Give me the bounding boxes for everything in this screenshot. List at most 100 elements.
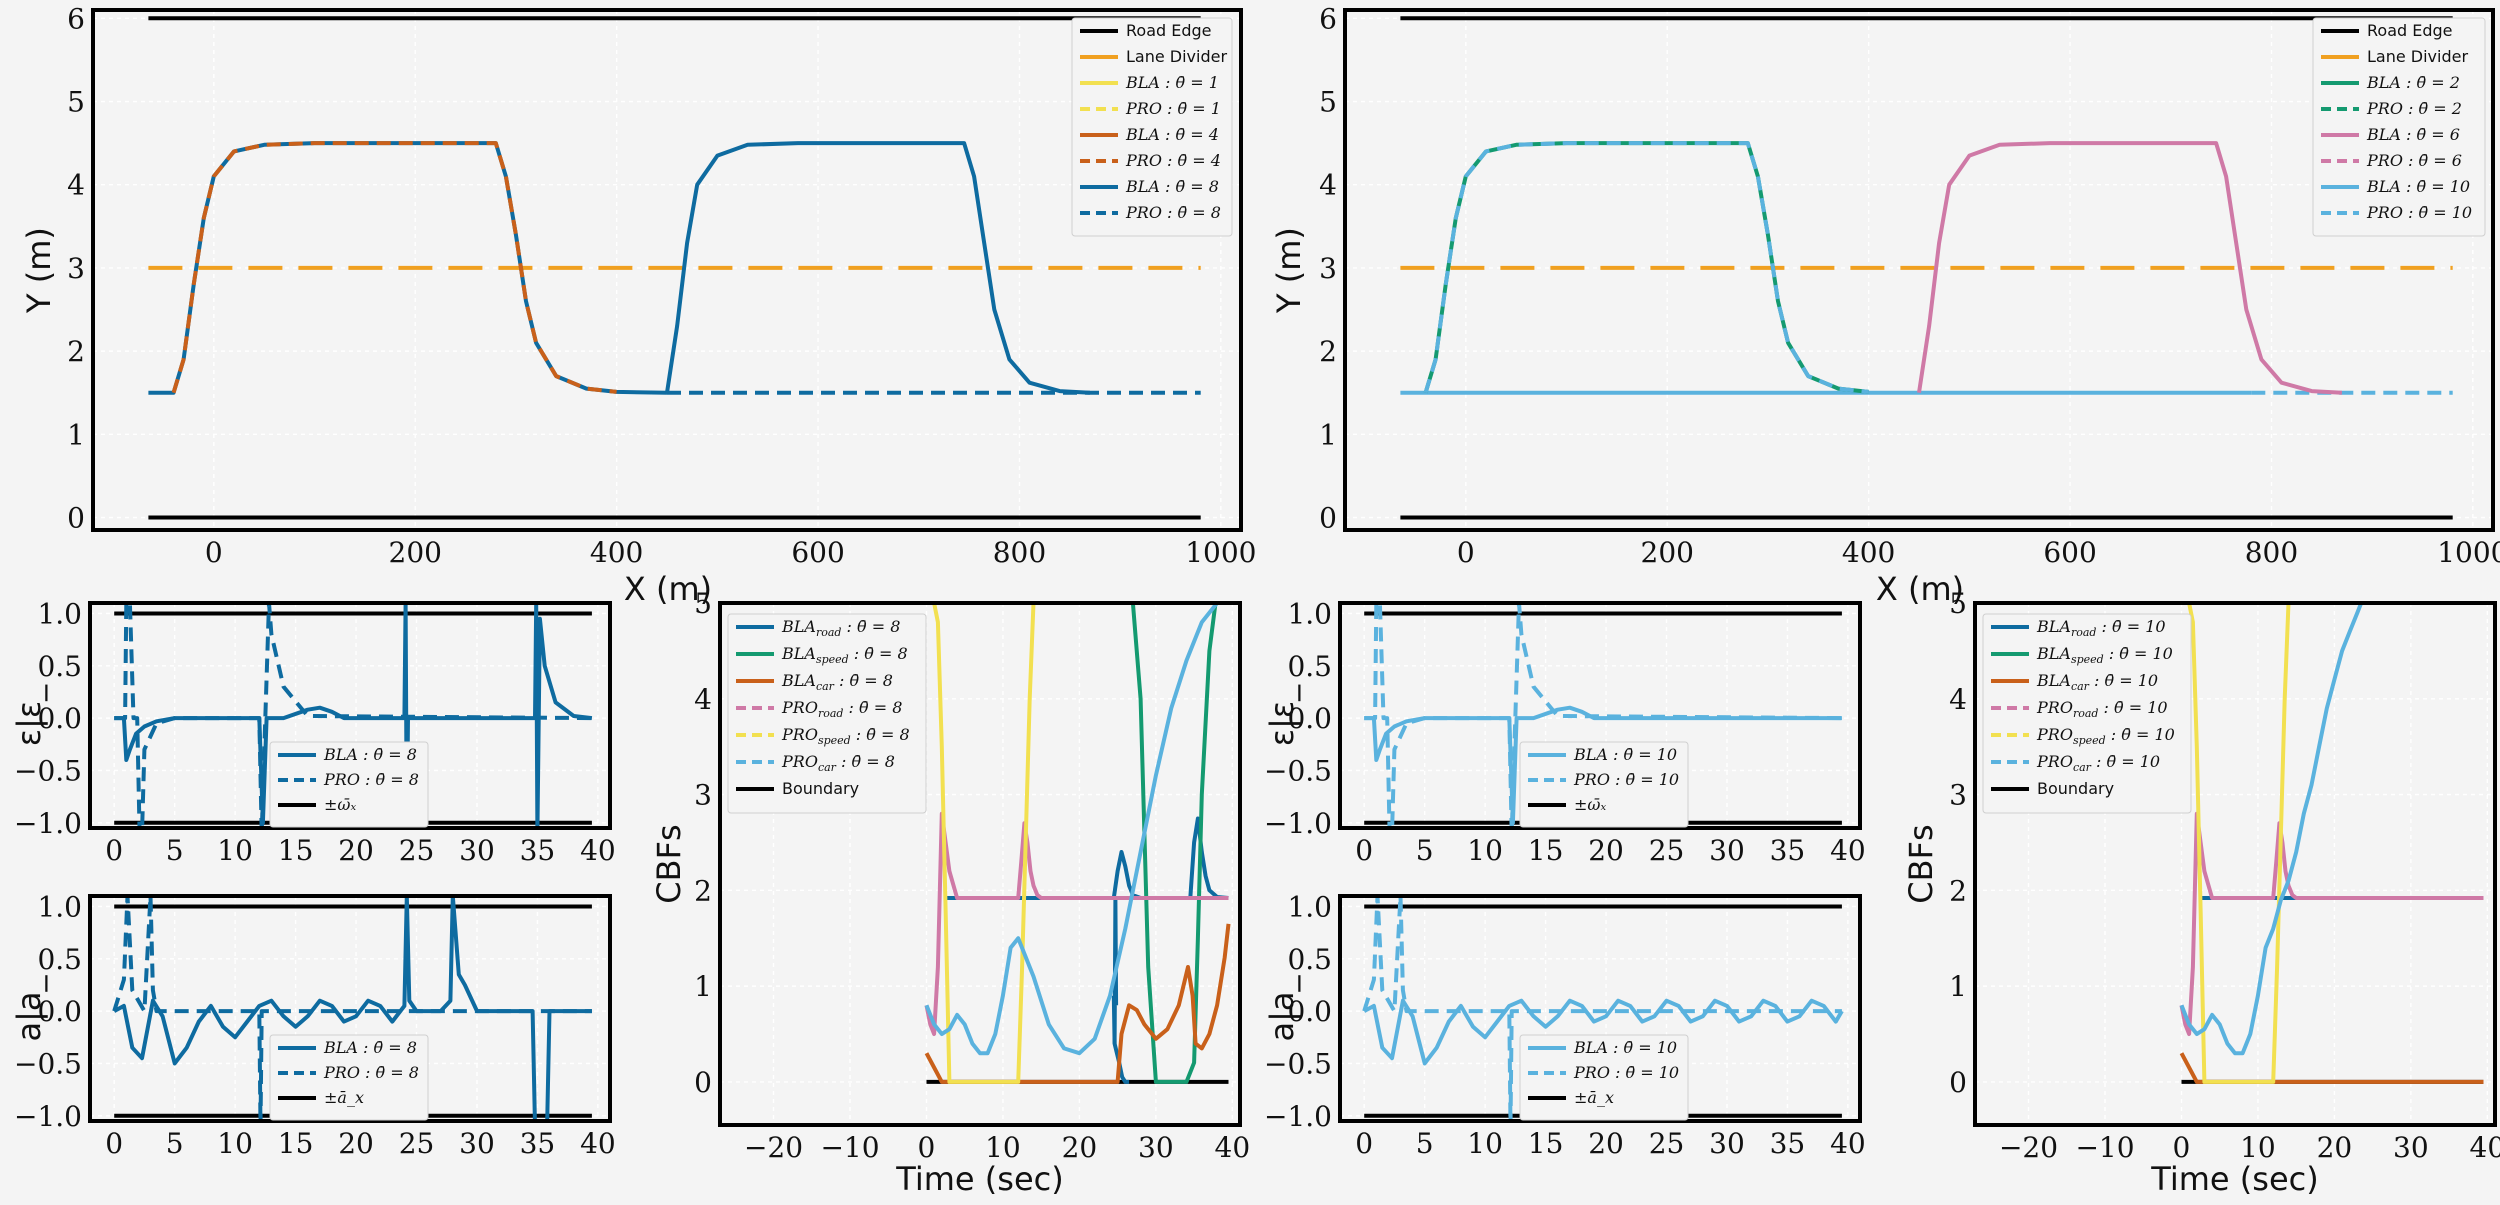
axes-frame bbox=[88, 601, 612, 830]
x-tick-label: 35 bbox=[520, 834, 556, 867]
series-line bbox=[932, 603, 1036, 1084]
x-tick-label: 40 bbox=[580, 1127, 616, 1160]
y-tick-label: 0.0 bbox=[37, 995, 82, 1028]
plot-area bbox=[1345, 10, 2493, 530]
legend-label: BLA : θ̄ = 10 bbox=[1573, 745, 1677, 764]
y-tick-label: 2 bbox=[67, 335, 85, 368]
y-tick-label: 4 bbox=[1949, 683, 1967, 716]
series-line bbox=[2179, 603, 2364, 1056]
chart-traj-right: 0 200 400 600 800 1000 0 1 2 3 4 5 6 X (m) Y (m) Road E… bbox=[1270, 2, 2500, 608]
legend-label: PRO : θ̄ = 8 bbox=[1125, 203, 1221, 222]
y-tick-label: 4 bbox=[694, 683, 712, 716]
legend-label: BLA : θ̄ = 10 bbox=[2366, 177, 2470, 196]
axes-frame bbox=[718, 601, 1242, 1127]
chart-traj-left: 0 200 400 600 800 1000 0 1 2 3 4 5 6 X (m) Y (m) Road E… bbox=[20, 2, 1256, 608]
y-tick-label: −0.5 bbox=[1264, 754, 1332, 787]
y-tick-label: 0 bbox=[67, 502, 85, 535]
legend-label: PROcar : θ̄ = 10 bbox=[2036, 752, 2160, 774]
x-tick-label: −20 bbox=[744, 1131, 803, 1164]
plot-area bbox=[93, 10, 1241, 530]
y-tick-label: 1.0 bbox=[37, 597, 82, 630]
y-tick-label: 5 bbox=[1319, 86, 1337, 119]
x-tick-label: 0 bbox=[1355, 1127, 1373, 1160]
y-tick-label: 0.0 bbox=[1287, 702, 1332, 735]
x-tick-label: 5 bbox=[1416, 834, 1434, 867]
x-axis-label: Time (sec) bbox=[895, 1160, 1063, 1198]
x-tick-label: 10 bbox=[217, 1127, 253, 1160]
x-tick-label: 30 bbox=[1709, 834, 1745, 867]
legend-label: PRO : θ̄ = 1 bbox=[1125, 99, 1221, 118]
legend-label: BLAspeed : θ̄ = 8 bbox=[781, 644, 908, 666]
legend-label: PRO : θ̄ = 4 bbox=[1125, 151, 1221, 170]
y-axis-label: Y (m) bbox=[20, 227, 58, 314]
legend: BLA : θ̄ = 8 PRO : θ̄ = 8 ±ā_x bbox=[269, 1034, 429, 1121]
y-tick-label: 1 bbox=[694, 970, 712, 1003]
chart-cbf-right: −20 −10 0 10 20 30 40 0 1 2 3 4 5 Time (sec) CBFs BLAro… bbox=[1902, 587, 2500, 1198]
y-tick-label: 3 bbox=[694, 779, 712, 812]
y-tick-label: 1 bbox=[1949, 970, 1967, 1003]
x-tick-label: 35 bbox=[1770, 834, 1806, 867]
y-tick-label: −0.5 bbox=[1264, 1047, 1332, 1080]
x-tick-label: 40 bbox=[1830, 1127, 1866, 1160]
legend-label: ±ω̄ₓ bbox=[1574, 795, 1606, 814]
y-tick-label: 3 bbox=[1949, 779, 1967, 812]
x-tick-label: 800 bbox=[2245, 536, 2298, 569]
x-tick-label: 40 bbox=[1215, 1131, 1251, 1164]
y-tick-label: 2 bbox=[1949, 874, 1967, 907]
legend: BLAroad : θ̄ = 8 BLAspeed : θ̄ = 8 BLAcar … bbox=[727, 613, 927, 814]
series-line bbox=[1364, 705, 1842, 825]
legend-label: BLA : θ̄ = 8 bbox=[1125, 177, 1219, 196]
x-tick-label: 800 bbox=[993, 536, 1046, 569]
x-tick-label: 1000 bbox=[2437, 536, 2500, 569]
x-axis-label: X (m) bbox=[1876, 570, 1964, 608]
x-tick-label: 0 bbox=[918, 1131, 936, 1164]
x-tick-label: 10 bbox=[2240, 1131, 2276, 1164]
x-tick-label: 40 bbox=[2470, 1131, 2500, 1164]
legend-label: BLA : θ̄ = 8 bbox=[323, 745, 417, 764]
x-tick-label: 0 bbox=[105, 834, 123, 867]
x-tick-label: 30 bbox=[2393, 1131, 2429, 1164]
x-tick-label: 5 bbox=[1416, 1127, 1434, 1160]
legend: BLA : θ̄ = 8 PRO : θ̄ = 8 ±ω̄ₓ bbox=[269, 741, 429, 828]
x-tick-label: 10 bbox=[1467, 1127, 1503, 1160]
y-tick-label: −1.0 bbox=[1264, 807, 1332, 840]
y-tick-label: 0.5 bbox=[37, 650, 82, 683]
series-line bbox=[2179, 811, 2484, 1036]
x-tick-label: 40 bbox=[1830, 834, 1866, 867]
y-tick-label: 1 bbox=[1319, 418, 1337, 451]
x-tick-label: 15 bbox=[1528, 834, 1564, 867]
x-tick-label: 30 bbox=[459, 834, 495, 867]
x-tick-label: 400 bbox=[1842, 536, 1895, 569]
x-tick-label: 25 bbox=[1649, 834, 1685, 867]
legend-box bbox=[1071, 17, 1233, 237]
legend-label: PRO : θ̄ = 2 bbox=[2366, 99, 2462, 118]
x-tick-label: 30 bbox=[1709, 1127, 1745, 1160]
series-line bbox=[924, 603, 1229, 1056]
legend-label: PROroad : θ̄ = 8 bbox=[781, 698, 902, 720]
x-tick-label: −20 bbox=[1999, 1131, 2058, 1164]
y-axis-label: ε|ε_ bbox=[10, 684, 48, 746]
legend-label: PROcar : θ̄ = 8 bbox=[781, 752, 895, 774]
y-tick-label: 3 bbox=[1319, 252, 1337, 285]
y-tick-label: 3 bbox=[67, 252, 85, 285]
x-tick-label: 0 bbox=[2173, 1131, 2191, 1164]
legend-label: BLAcar : θ̄ = 10 bbox=[2036, 671, 2158, 693]
x-tick-label: 15 bbox=[278, 1127, 314, 1160]
y-tick-label: 4 bbox=[67, 169, 85, 202]
legend-label: BLA : θ̄ = 6 bbox=[2366, 125, 2460, 144]
y-tick-label: 0.0 bbox=[37, 702, 82, 735]
axes-frame bbox=[1343, 8, 2495, 532]
x-tick-label: 10 bbox=[217, 834, 253, 867]
series-group bbox=[2179, 603, 2484, 1084]
y-axis-label: Y (m) bbox=[1270, 227, 1308, 314]
x-axis-label: X (m) bbox=[624, 570, 712, 608]
y-tick-label: 5 bbox=[67, 86, 85, 119]
x-tick-label: 1000 bbox=[1185, 536, 1256, 569]
y-tick-label: 0.5 bbox=[1287, 650, 1332, 683]
x-axis-label: Time (sec) bbox=[2150, 1160, 2318, 1198]
y-tick-label: 1 bbox=[67, 418, 85, 451]
legend: BLAroad : θ̄ = 10 BLAspeed : θ̄ = 10 BLAca… bbox=[1982, 613, 2192, 814]
x-tick-label: 15 bbox=[1528, 1127, 1564, 1160]
chart-jerk-left: 0 5 10 15 20 25 30 35 40 −1.0 −0.5 0.0 0.5 1.0 ε|ε_ BLA… bbox=[10, 597, 616, 867]
legend: Road Edge Lane Divider BLA : θ̄ = 1 PRO : θ… bbox=[1071, 17, 1233, 237]
